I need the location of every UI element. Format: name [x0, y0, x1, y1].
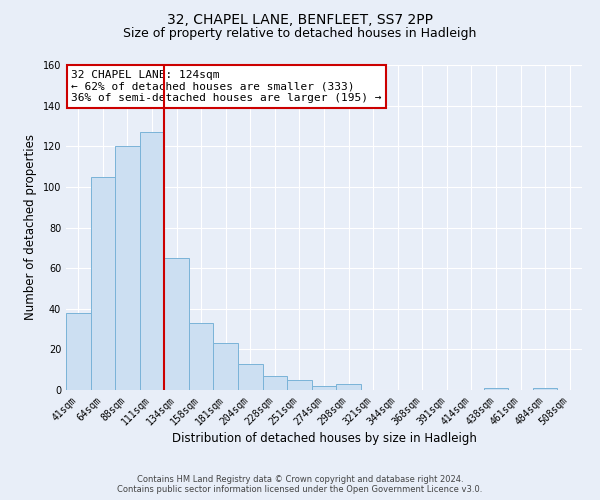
Bar: [533, 388, 557, 390]
Bar: [312, 386, 336, 390]
Text: Contains HM Land Registry data © Crown copyright and database right 2024.
Contai: Contains HM Land Registry data © Crown c…: [118, 474, 482, 494]
Bar: [214, 344, 238, 390]
Text: Size of property relative to detached houses in Hadleigh: Size of property relative to detached ho…: [124, 28, 476, 40]
Bar: [484, 388, 508, 390]
Text: 32, CHAPEL LANE, BENFLEET, SS7 2PP: 32, CHAPEL LANE, BENFLEET, SS7 2PP: [167, 12, 433, 26]
Bar: [66, 313, 91, 390]
Bar: [238, 364, 263, 390]
Text: 32 CHAPEL LANE: 124sqm
← 62% of detached houses are smaller (333)
36% of semi-de: 32 CHAPEL LANE: 124sqm ← 62% of detached…: [71, 70, 382, 103]
X-axis label: Distribution of detached houses by size in Hadleigh: Distribution of detached houses by size …: [172, 432, 476, 446]
Bar: [91, 176, 115, 390]
Bar: [164, 258, 189, 390]
Bar: [115, 146, 140, 390]
Bar: [189, 323, 214, 390]
Y-axis label: Number of detached properties: Number of detached properties: [24, 134, 37, 320]
Bar: [263, 376, 287, 390]
Bar: [140, 132, 164, 390]
Bar: [336, 384, 361, 390]
Bar: [287, 380, 312, 390]
